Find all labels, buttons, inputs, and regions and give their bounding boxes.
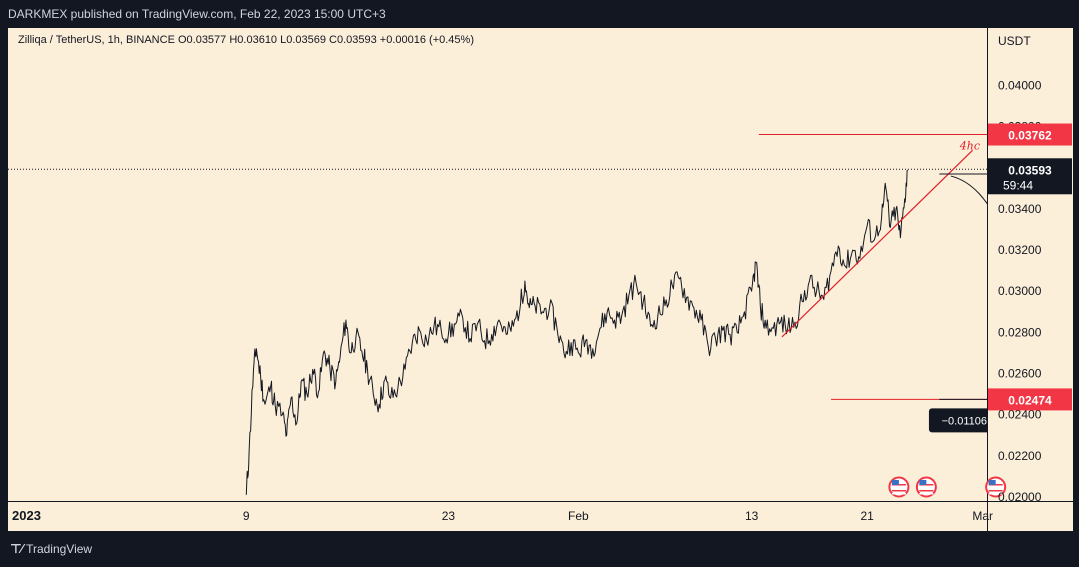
x-tick-label: 21	[860, 509, 874, 523]
resistance-note-label: 4hc	[959, 140, 980, 153]
last-price-tag-text: 0.03593	[1008, 163, 1052, 177]
flag-stripe	[988, 490, 1003, 492]
time-axis[interactable]	[8, 501, 987, 531]
axis-currency-label[interactable]: USDT	[998, 34, 1031, 48]
y-tick-label: 0.02200	[998, 449, 1042, 463]
annotation-layer: 4hc −0.01106 (−30.88%) −1106	[8, 134, 1075, 433]
axis-corner	[987, 501, 1073, 531]
flag-canton	[891, 480, 899, 485]
us-event-flag-icon	[888, 476, 910, 498]
price-series-layer	[245, 169, 909, 495]
flag-stripe	[919, 487, 934, 489]
plot-area[interactable]	[8, 28, 987, 501]
measure-label-text: −0.01106 (−30.88%) −1106	[942, 415, 1075, 427]
flag-stripe	[891, 490, 906, 492]
symbol-legend: Zilliqa / TetherUS, 1h, BINANCE O0.03577…	[18, 34, 474, 46]
y-tick-label: 0.03400	[998, 202, 1042, 216]
x-tick-label: Mar	[972, 509, 993, 523]
y-axis-labels: 0.040000.038000.034000.032000.030000.028…	[998, 79, 1042, 504]
bar-countdown-text: 59:44	[1003, 178, 1033, 192]
flag-stripe	[891, 493, 906, 495]
x-year-label: 2023	[12, 508, 41, 523]
y-tick-label: 0.02400	[998, 408, 1042, 422]
y-tick-label: 0.02000	[998, 490, 1042, 504]
us-event-flag-icon	[985, 476, 1007, 498]
tradingview-logo-icon: ⊤⁄	[10, 541, 23, 556]
ascending-trendline	[781, 149, 973, 338]
tradingview-brand[interactable]: ⊤⁄ TradingView	[10, 541, 92, 557]
x-tick-label: Feb	[568, 509, 589, 523]
x-tick-label: 9	[243, 509, 250, 523]
brand-name: TradingView	[26, 542, 93, 556]
target-price-tag-text: 0.02474	[1008, 393, 1052, 407]
y-tick-label: 0.04000	[998, 79, 1042, 93]
price-axis[interactable]	[987, 28, 1073, 501]
y-tick-label: 0.02800	[998, 325, 1042, 339]
projection-curved-arrow	[950, 175, 987, 205]
flag-stripe	[919, 490, 934, 492]
y-tick-label: 0.03000	[998, 284, 1042, 298]
us-event-flag-icon	[915, 476, 937, 498]
flag-stripe	[891, 487, 906, 489]
x-tick-label: 23	[442, 509, 456, 523]
resistance-price-tag-text: 0.03762	[1008, 129, 1052, 143]
last-price-tag	[988, 158, 1072, 195]
target-price-tag	[988, 388, 1072, 411]
price-series-line	[245, 169, 909, 495]
y-tick-label: 0.02600	[998, 366, 1042, 380]
flag-canton	[919, 480, 927, 485]
event-flags-layer	[888, 476, 1007, 498]
publisher-header: DARKMEX published on TradingView.com, Fe…	[8, 7, 386, 21]
flag-stripe	[919, 493, 934, 495]
flag-canton	[988, 480, 996, 485]
flag-stripe	[988, 493, 1003, 495]
x-tick-label: 13	[745, 509, 759, 523]
measure-label-box	[928, 408, 987, 433]
x-axis-labels: 2023923Feb1321Mar13	[12, 508, 993, 523]
flag-stripe	[988, 487, 1003, 489]
y-tick-label: 0.03200	[998, 243, 1042, 257]
footer-bar: ⊤⁄ TradingView	[0, 537, 1079, 567]
resistance-price-tag	[988, 123, 1072, 146]
